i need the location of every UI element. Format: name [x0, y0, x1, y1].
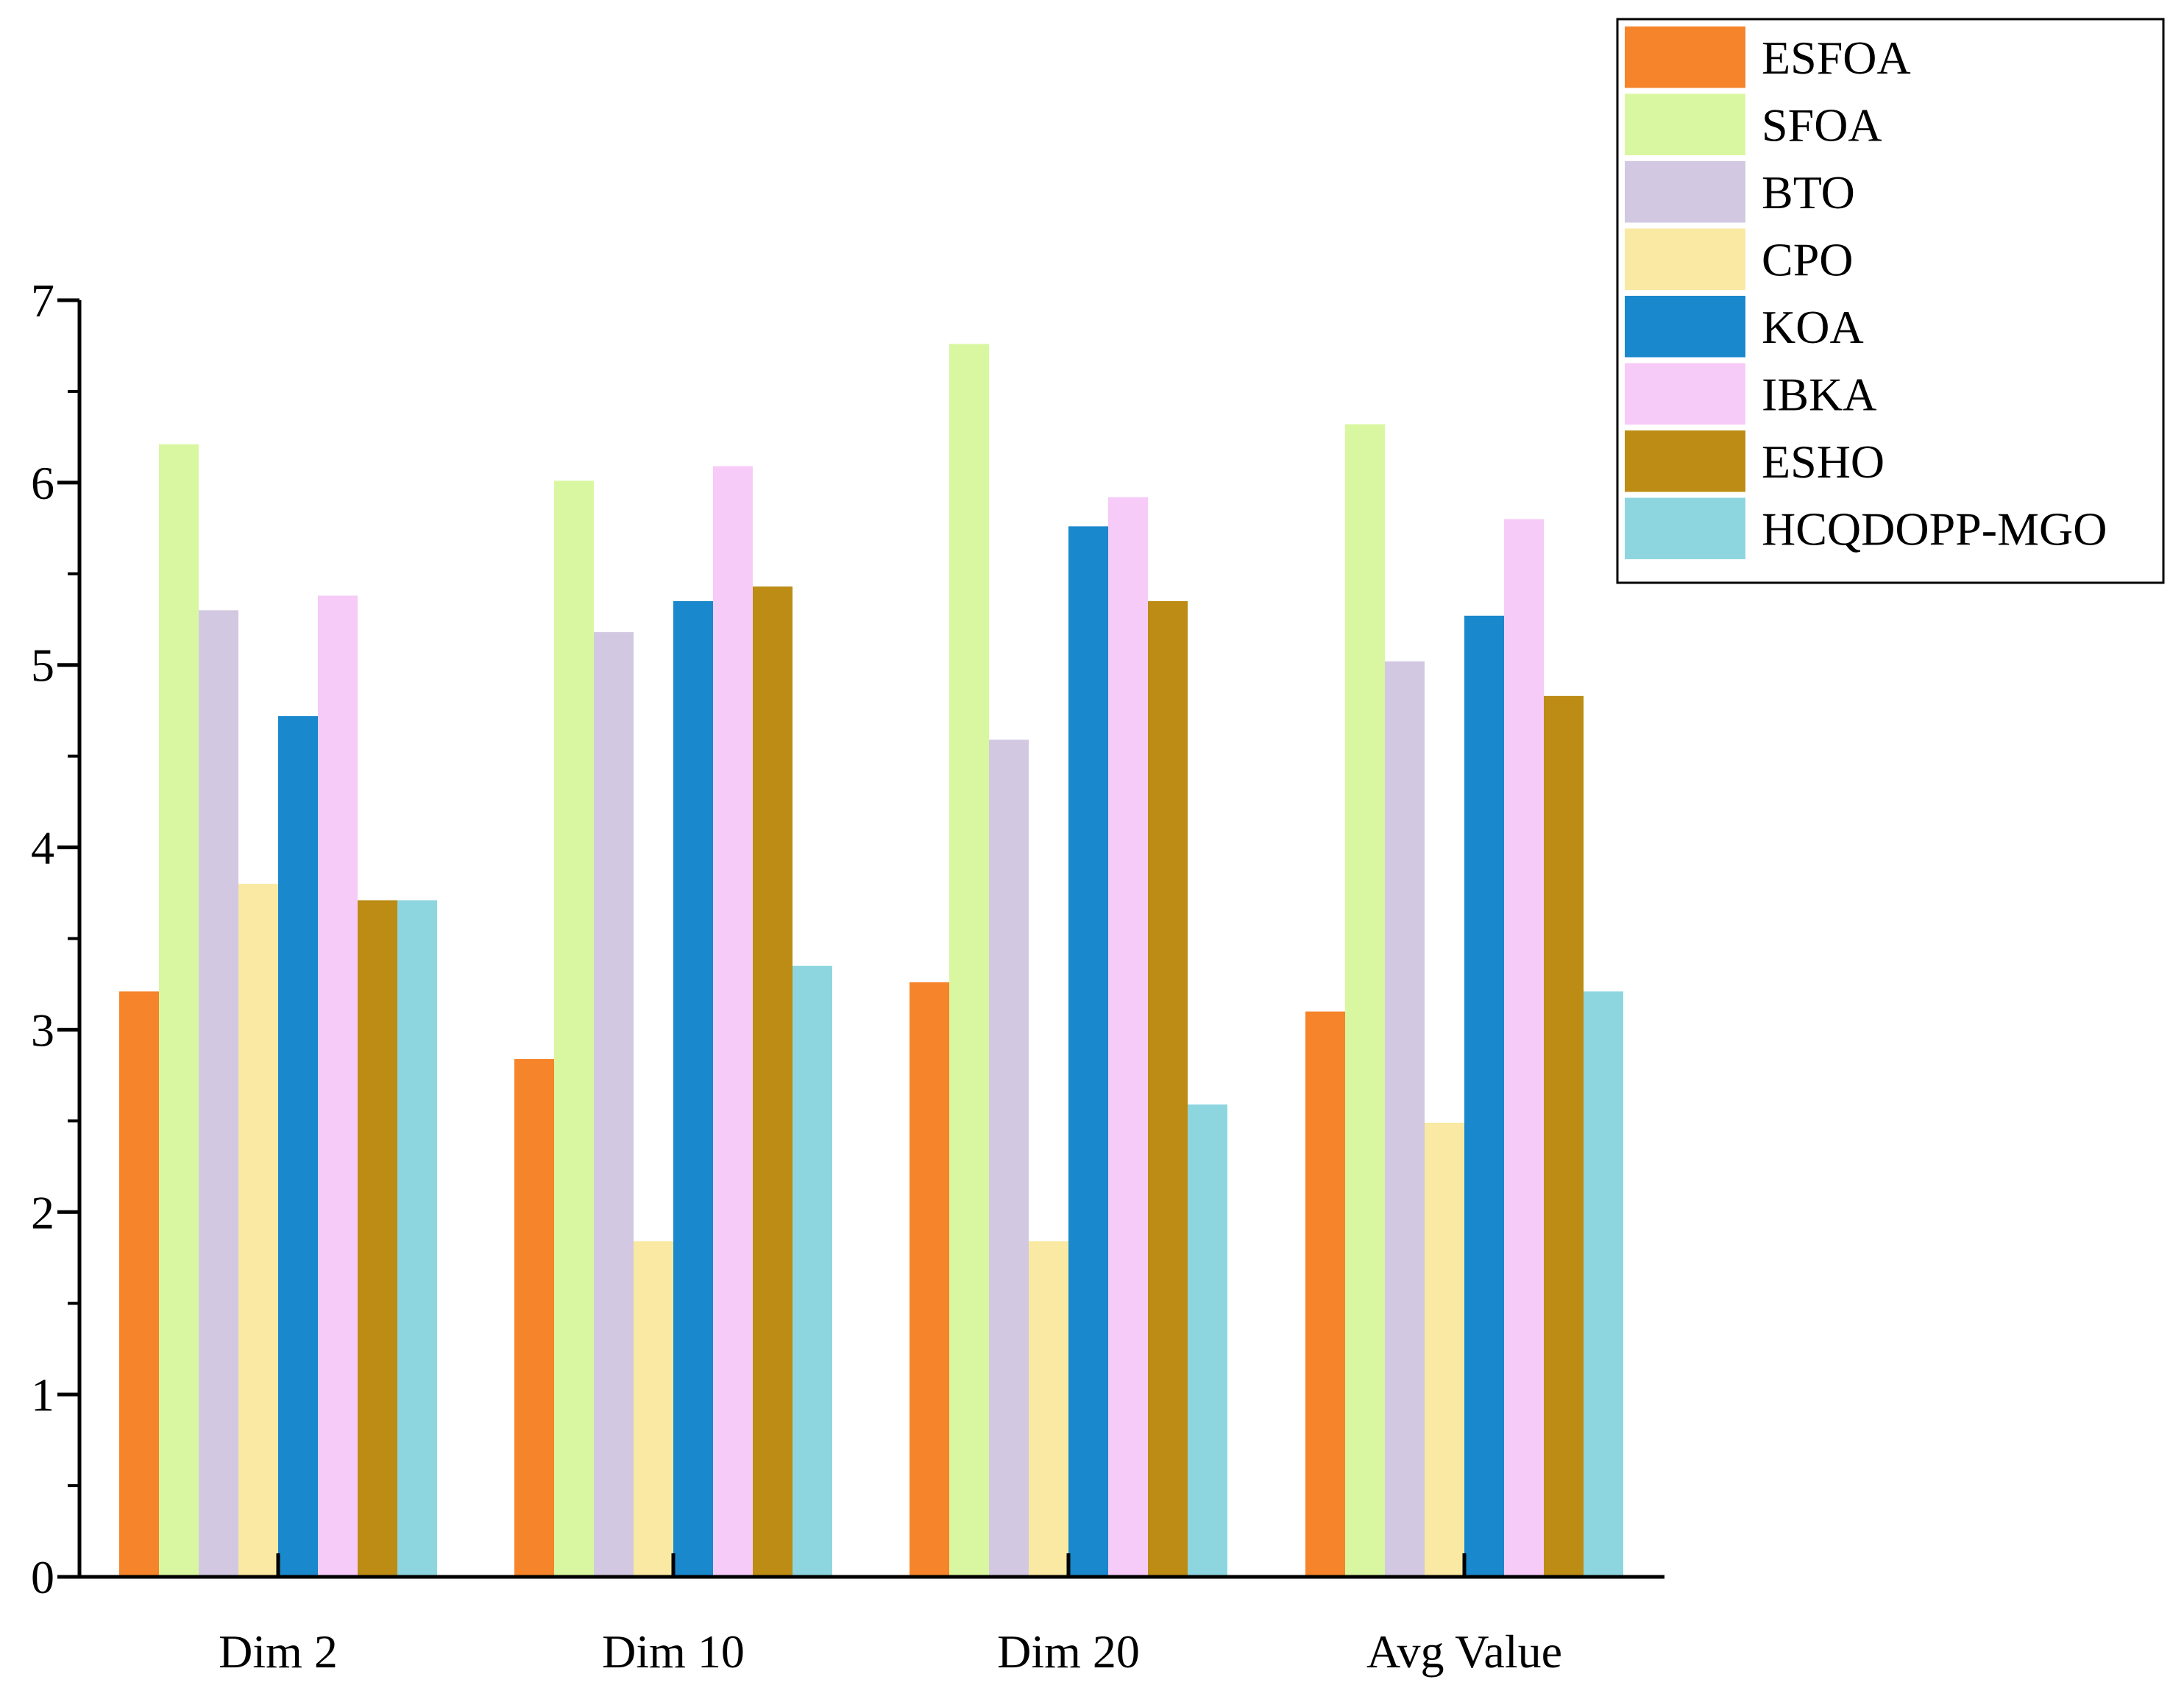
bar-esfoa-avg-value: [1305, 1011, 1345, 1577]
legend-label-esho: ESHO: [1762, 436, 1885, 488]
y-tick-label: 7: [31, 274, 54, 327]
bar-esho-avg-value: [1544, 695, 1584, 1577]
y-tick-label: 0: [31, 1551, 54, 1603]
legend-label-esfoa: ESFOA: [1762, 32, 1911, 84]
x-tick-label: Dim 2: [219, 1625, 338, 1678]
legend-swatch-bto: [1625, 161, 1745, 223]
bar-koa-avg-value: [1464, 615, 1504, 1577]
legend-swatch-sfoa: [1625, 93, 1745, 155]
bar-koa-dim-10: [673, 600, 713, 1577]
x-tick-label: Dim 20: [997, 1625, 1140, 1678]
legend-swatch-hcqdopp-mgo: [1625, 497, 1745, 559]
bar-ibka-dim-20: [1108, 497, 1148, 1577]
bar-esfoa-dim-20: [910, 982, 949, 1577]
bar-cpo-avg-value: [1425, 1122, 1464, 1577]
bar-bto-dim-20: [989, 739, 1029, 1577]
legend-swatch-esho: [1625, 430, 1745, 492]
legend-label-koa: KOA: [1762, 301, 1864, 353]
bar-hcqdopp-mgo-dim-2: [397, 900, 437, 1577]
y-tick-label: 3: [31, 1004, 54, 1056]
bar-koa-dim-20: [1068, 526, 1108, 1578]
bars-layer: [119, 344, 1623, 1578]
legend-label-sfoa: SFOA: [1762, 99, 1882, 151]
bar-hcqdopp-mgo-avg-value: [1584, 991, 1623, 1577]
legend-label-ibka: IBKA: [1762, 368, 1876, 420]
legend-label-bto: BTO: [1762, 166, 1855, 219]
bar-sfoa-dim-20: [949, 344, 989, 1577]
bar-ibka-avg-value: [1504, 519, 1544, 1577]
legend-swatch-cpo: [1625, 228, 1745, 290]
legend-label-hcqdopp-mgo: HCQDOPP-MGO: [1762, 503, 2107, 555]
y-tick-label: 1: [31, 1369, 54, 1421]
bar-sfoa-dim-2: [159, 444, 199, 1577]
bar-hcqdopp-mgo-dim-20: [1188, 1104, 1227, 1577]
legend-swatch-ibka: [1625, 363, 1745, 425]
bar-ibka-dim-10: [713, 466, 753, 1577]
bar-ibka-dim-2: [318, 595, 358, 1577]
bar-bto-dim-10: [594, 632, 634, 1577]
bar-hcqdopp-mgo-dim-10: [793, 965, 832, 1577]
y-tick-label: 5: [31, 639, 54, 692]
bar-cpo-dim-20: [1029, 1241, 1068, 1577]
legend-swatch-esfoa: [1625, 26, 1745, 88]
legend-label-cpo: CPO: [1762, 233, 1854, 285]
bar-sfoa-dim-10: [554, 480, 594, 1577]
bar-esfoa-dim-10: [514, 1059, 554, 1577]
bar-sfoa-avg-value: [1345, 424, 1385, 1577]
bar-esho-dim-10: [753, 586, 793, 1577]
bar-koa-dim-2: [278, 716, 318, 1577]
legend-swatch-koa: [1625, 296, 1745, 358]
legend: ESFOA SFOA BTO CPO KOA IBKA ESHO HCQDOPP-MGO: [1616, 18, 2165, 584]
x-tick-label: Dim 10: [602, 1625, 745, 1678]
bar-bto-dim-2: [199, 610, 238, 1577]
bar-esfoa-dim-2: [119, 991, 159, 1577]
bar-cpo-dim-2: [238, 884, 278, 1577]
bar-esho-dim-20: [1148, 600, 1188, 1577]
y-tick-label: 6: [31, 457, 54, 509]
axes-layer: 0 1 2 3 4 5 6 7 Dim 2 Dim 10 Dim 20 Avg Value: [31, 274, 1664, 1678]
y-tick-label: 2: [31, 1186, 54, 1238]
x-tick-label: Avg Value: [1366, 1625, 1562, 1678]
bar-cpo-dim-10: [634, 1241, 673, 1577]
bar-bto-avg-value: [1385, 661, 1425, 1578]
y-tick-label: 4: [31, 822, 54, 874]
bar-esho-dim-2: [358, 900, 397, 1577]
